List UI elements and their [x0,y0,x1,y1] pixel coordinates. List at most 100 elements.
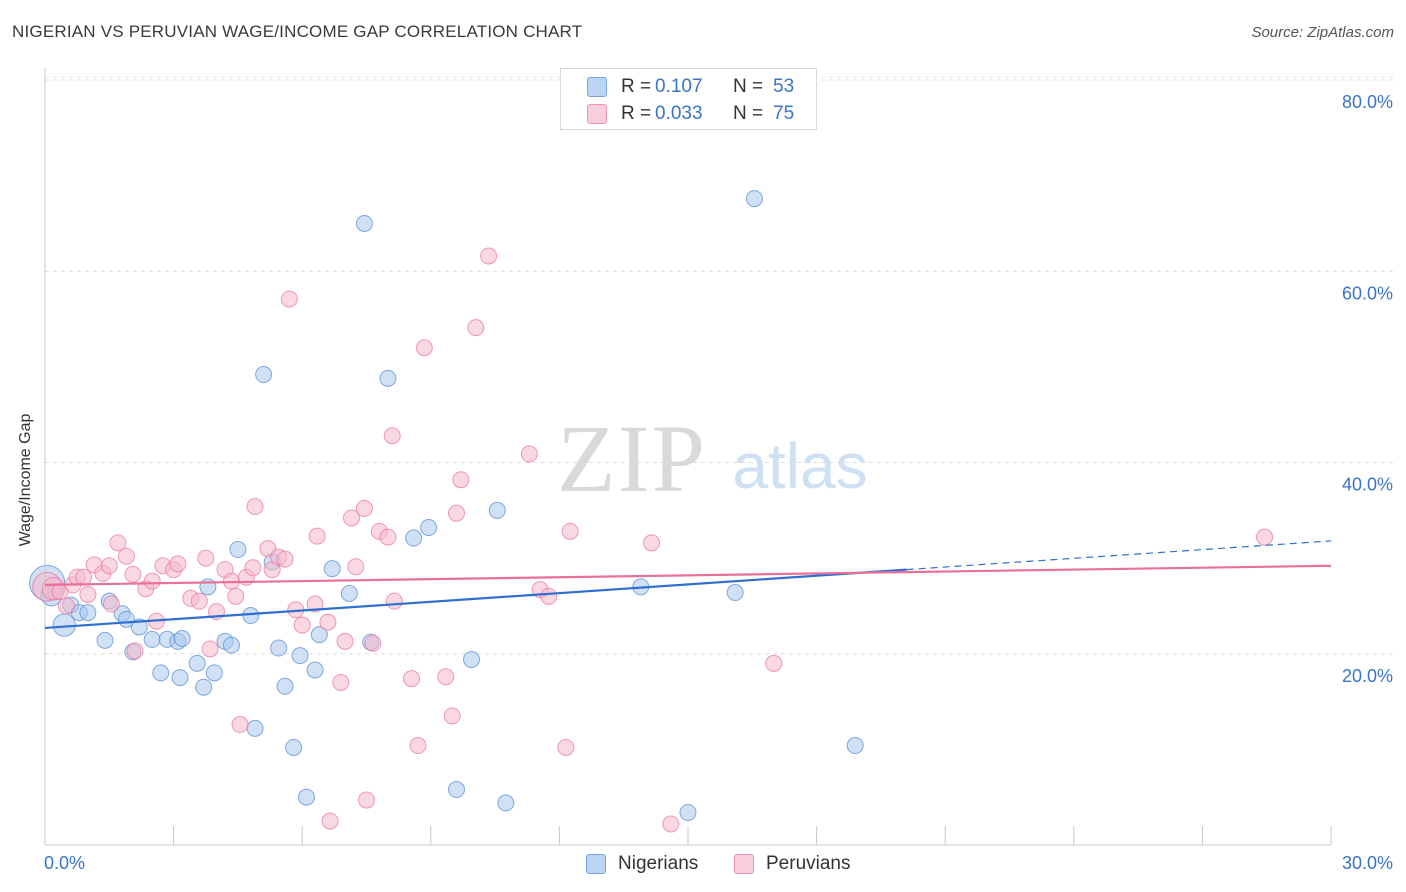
point-nigerians [173,629,191,647]
point-peruvians [75,568,93,586]
point-peruvians [102,595,120,613]
point-nigerians [297,788,315,806]
point-peruvians [124,565,142,583]
bottom-legend-label-peruvians: Peruvians [766,853,851,874]
legend-r-value: 0.107 [655,76,703,97]
point-nigerians [340,585,358,603]
y-tick-label: 40.0% [1342,475,1393,495]
trend-line-peruvians [44,564,1332,586]
x-tick-label: 0.0% [44,853,85,873]
point-nigerians [355,214,373,232]
point-nigerians [276,677,294,695]
y-axis-label-wrap: Wage/Income Gap [14,380,38,580]
point-peruvians [480,247,498,265]
point-nigerians [488,501,506,519]
point-peruvians [244,559,262,577]
trend-layer [44,540,1332,630]
y-tick-label: 60.0% [1342,283,1393,303]
point-nigerians [143,630,161,648]
point-nigerians [463,650,481,668]
legend-n-label: N = [733,76,764,97]
watermark-atlas: atlas [732,430,867,502]
legend-row-peruvians: R = 0.033 N = 75 [587,102,794,126]
legend-n-value: 53 [773,76,795,97]
point-peruvians [332,673,350,691]
watermark: ZIP atlas [557,405,868,512]
point-nigerians [205,664,223,682]
point-peruvians [643,534,661,552]
axis-layer [44,68,1332,846]
y-axis-label: Wage/Income Gap [17,413,34,547]
point-nigerians [285,738,303,756]
point-peruvians [452,471,470,489]
bottom-legend-label-nigerians: Nigerians [618,853,699,874]
point-nigerians [420,519,438,537]
point-peruvians [383,427,401,445]
point-peruvians [355,499,373,517]
legend-r-label: R = [621,76,652,97]
point-nigerians [726,584,744,602]
point-peruvians [231,716,249,734]
point-nigerians [448,781,466,799]
watermark-zip: ZIP [557,405,707,512]
point-peruvians [201,640,219,658]
point-nigerians [171,669,189,687]
point-peruvians [143,572,161,590]
point-peruvians [197,549,215,567]
point-peruvians [227,587,245,605]
point-nigerians [96,631,114,649]
point-nigerians [130,618,148,636]
point-peruvians [415,339,433,357]
point-peruvians [467,319,485,337]
legend-n-value: 75 [773,103,795,124]
x-tick-label: 30.0% [1342,853,1393,873]
bottom-legend-nigerians: Nigerians [586,852,698,876]
point-peruvians [347,558,365,576]
point-nigerians [379,369,397,387]
stats-legend: R = 0.107 N = 53 R = 0.033 N = 75 [560,68,817,130]
point-nigerians [679,803,697,821]
point-nigerians [270,639,288,657]
bottom-legend-peruvians: Peruvians [734,852,851,876]
point-nigerians [255,366,273,384]
point-peruvians [662,815,680,833]
point-nigerians [79,604,97,622]
y-tick-label: 20.0% [1342,666,1393,686]
chart-source: Source: ZipAtlas.com [1251,24,1394,41]
y-tick-label: 80.0% [1342,92,1393,112]
point-peruvians [379,528,397,546]
point-peruvians [520,445,538,463]
point-nigerians [246,719,264,737]
point-peruvians [321,812,339,830]
trend-line-extension-nigerians [906,540,1332,571]
point-nigerians [310,626,328,644]
point-nigerians [745,190,763,208]
point-peruvians [342,509,360,527]
point-nigerians [199,578,217,596]
point-peruvians [557,738,575,756]
point-nigerians [291,647,309,665]
points-layer [29,190,1274,833]
point-peruvians [409,737,427,755]
point-peruvians [319,613,337,631]
chart-title: NIGERIAN VS PERUVIAN WAGE/INCOME GAP COR… [12,22,583,41]
point-peruvians [306,595,324,613]
point-peruvians [169,555,187,573]
point-peruvians [443,707,461,725]
point-nigerians [846,737,864,755]
point-peruvians [385,592,403,610]
point-nigerians [195,678,213,696]
point-peruvians [117,547,135,565]
legend-r-label: R = [621,103,652,124]
point-peruvians [1256,528,1274,546]
point-peruvians [540,587,558,605]
bottom-legend-swatch-nigerians [586,854,606,874]
legend-n-label: N = [733,103,764,124]
point-peruvians [308,527,326,545]
point-peruvians [358,791,375,809]
bottom-legend-swatch-peruvians [734,854,754,874]
point-peruvians [79,585,97,603]
point-peruvians [765,654,783,672]
point-nigerians [405,529,423,547]
